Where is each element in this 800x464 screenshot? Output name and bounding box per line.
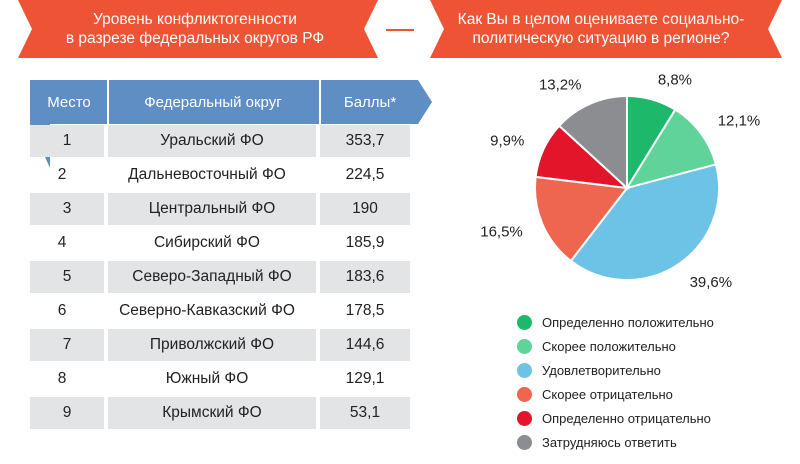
pie-data-label: 16,5% [480,224,523,241]
legend-label: Определенно положительно [542,314,714,330]
table-row: 9 Крымский ФО 53,1 [30,397,430,429]
pie-slice [624,108,718,190]
legend-label: Затрудняюсь ответить [542,434,677,450]
banner-left-line2: в разрезе федеральных округов РФ [65,30,325,47]
legend-item: Затрудняюсь ответить [517,431,777,453]
legend-label: Скорее отрицательно [542,386,673,402]
banner-left: Уровень конфликтогенности в разрезе феде… [30,0,360,58]
pie-data-label: 9,9% [490,133,524,150]
header-rank: Место [47,94,91,111]
row-score: 353,7 [320,125,410,157]
banner-right-line2: политическую ситуацию в регионе? [472,30,730,47]
pie-data-label: 12,1% [718,113,761,130]
banner-right: Как Вы в целом оцениваете социально- пол… [432,0,770,58]
row-district: Крымский ФО [108,397,316,429]
pie-slice [534,175,629,263]
pie-data-label: 13,2% [539,77,582,94]
banner-right-shape [430,0,782,58]
legend-swatch [517,338,532,354]
row-district: Уральский ФО [108,125,316,157]
banner-left-line1: Уровень конфликтогенности [93,11,297,28]
row-district: Приволжский ФО [108,329,316,361]
row-rank: 1 [30,125,104,157]
legend-swatch [517,410,532,426]
pie-data-label: 8,8% [658,71,692,88]
legend-item: Скорее положительно [517,335,777,357]
row-score: 178,5 [345,302,385,319]
legend-item: Скорее отрицательно [517,383,777,405]
row-rank: 9 [30,397,104,429]
row-score: 185,9 [345,234,385,251]
row-rank: 3 [30,193,104,225]
legend-swatch [517,434,532,450]
table-header: Место Федеральный округ Баллы* [30,80,432,168]
row-district: Южный ФО [165,370,249,387]
header-score: Баллы* [343,94,397,111]
legend-item: Определенно положительно [517,311,777,333]
row-score: 224,5 [345,166,385,183]
row-score: 190 [320,193,410,225]
row-score: 129,1 [345,370,385,387]
table-row: 8 Южный ФО 129,1 [30,363,430,395]
row-rank: 4 [57,234,67,251]
legend-swatch [517,314,532,330]
pie-chart: 8,8% 12,1% 39,6% 16,5% 9,9% 13,2% [480,71,761,291]
table-row: 1 Уральский ФО 353,7 [30,125,430,157]
legend-swatch [517,362,532,378]
banner-left-shape [18,0,378,58]
row-district: Центральный ФО [108,193,316,225]
table-row: 6 Северно-Кавказский ФО 178,5 [30,295,430,327]
pie-slice [569,163,720,281]
table-row: 3 Центральный ФО 190 [30,193,430,225]
row-district: Северно-Кавказский ФО [119,302,295,319]
row-rank: 2 [57,166,67,183]
row-score: 53,1 [320,397,410,429]
table-row: 4 Сибирский ФО 185,9 [30,227,430,259]
header-district: Федеральный округ [144,94,282,111]
legend-label: Определенно отрицательно [542,410,711,426]
row-rank: 8 [57,370,67,387]
banner-right-line1: Как Вы в целом оцениваете социально- [457,11,745,28]
table-row: 7 Приволжский ФО 144,6 [30,329,430,361]
legend-swatch [517,386,532,402]
row-district: Сибирский ФО [153,234,260,251]
row-district: Дальневосточный ФО [128,166,286,183]
row-score: 183,6 [320,261,410,293]
pie-data-label: 39,6% [690,274,733,291]
legend-item: Удовлетворительно [517,359,777,381]
pie-slice [557,94,628,191]
table-row: 2 Дальневосточный ФО 224,5 [30,159,430,191]
row-rank: 7 [30,329,104,361]
legend-label: Скорее положительно [542,338,676,354]
row-score: 144,6 [320,329,410,361]
row-rank: 5 [30,261,104,293]
legend-item: Определенно отрицательно [517,407,777,429]
banner-connector [386,29,414,31]
row-district: Северо-Западный ФО [108,261,316,293]
legend-label: Удовлетворительно [542,362,661,378]
table-row: 5 Северо-Западный ФО 183,6 [30,261,430,293]
row-rank: 6 [57,302,67,319]
